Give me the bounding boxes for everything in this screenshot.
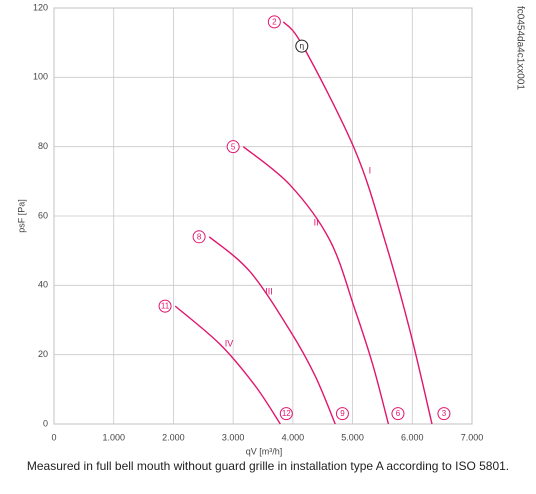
point-marker <box>335 407 349 421</box>
y-tick-label: 80 <box>38 141 48 151</box>
caption: Measured in full bell mouth without guar… <box>27 459 509 473</box>
curve <box>208 236 336 425</box>
y-axis-label: psF [Pa] <box>16 199 26 233</box>
curve <box>282 21 433 425</box>
x-tick-label: 2.000 <box>162 432 185 442</box>
x-tick-label: 5.000 <box>341 432 364 442</box>
x-tick-label: 4.000 <box>282 432 305 442</box>
point-marker <box>226 140 240 154</box>
curve-label: II <box>314 217 319 227</box>
y-tick-label: 120 <box>33 2 48 12</box>
y-tick-label: 20 <box>38 349 48 359</box>
point-marker <box>279 407 293 421</box>
x-tick-label: 0 <box>51 432 56 442</box>
point-marker-label: 8 <box>197 232 202 241</box>
x-axis-label: qV [m³/h] <box>246 446 283 456</box>
point-marker-label: 5 <box>231 142 236 151</box>
point-marker <box>267 15 281 29</box>
point-marker-label: 6 <box>396 409 401 418</box>
point-marker-label: 11 <box>161 302 170 311</box>
curve-label: I <box>369 165 372 175</box>
point-marker-label: η <box>300 42 304 51</box>
point-marker-label: 9 <box>340 409 345 418</box>
y-tick-label: 100 <box>33 72 48 82</box>
point-marker-label: 12 <box>282 409 291 418</box>
point-marker-label: 3 <box>442 409 447 418</box>
point-marker <box>192 230 206 244</box>
x-tick-label: 3.000 <box>222 432 245 442</box>
point-marker-label: 2 <box>272 17 277 26</box>
curve-label: IV <box>225 339 234 349</box>
x-tick-label: 6.000 <box>401 432 424 442</box>
point-marker <box>295 39 309 53</box>
point-marker <box>437 407 451 421</box>
curve <box>174 305 281 425</box>
point-marker <box>158 299 172 313</box>
curve <box>242 146 390 425</box>
side-note: fc0454da4c1xx001 <box>514 6 525 90</box>
y-tick-label: 0 <box>43 418 48 428</box>
y-tick-label: 40 <box>38 280 48 290</box>
curve-label: III <box>265 287 273 297</box>
point-marker <box>391 407 405 421</box>
x-tick-label: 7.000 <box>461 432 484 442</box>
y-tick-label: 60 <box>38 210 48 220</box>
x-tick-label: 1.000 <box>102 432 125 442</box>
